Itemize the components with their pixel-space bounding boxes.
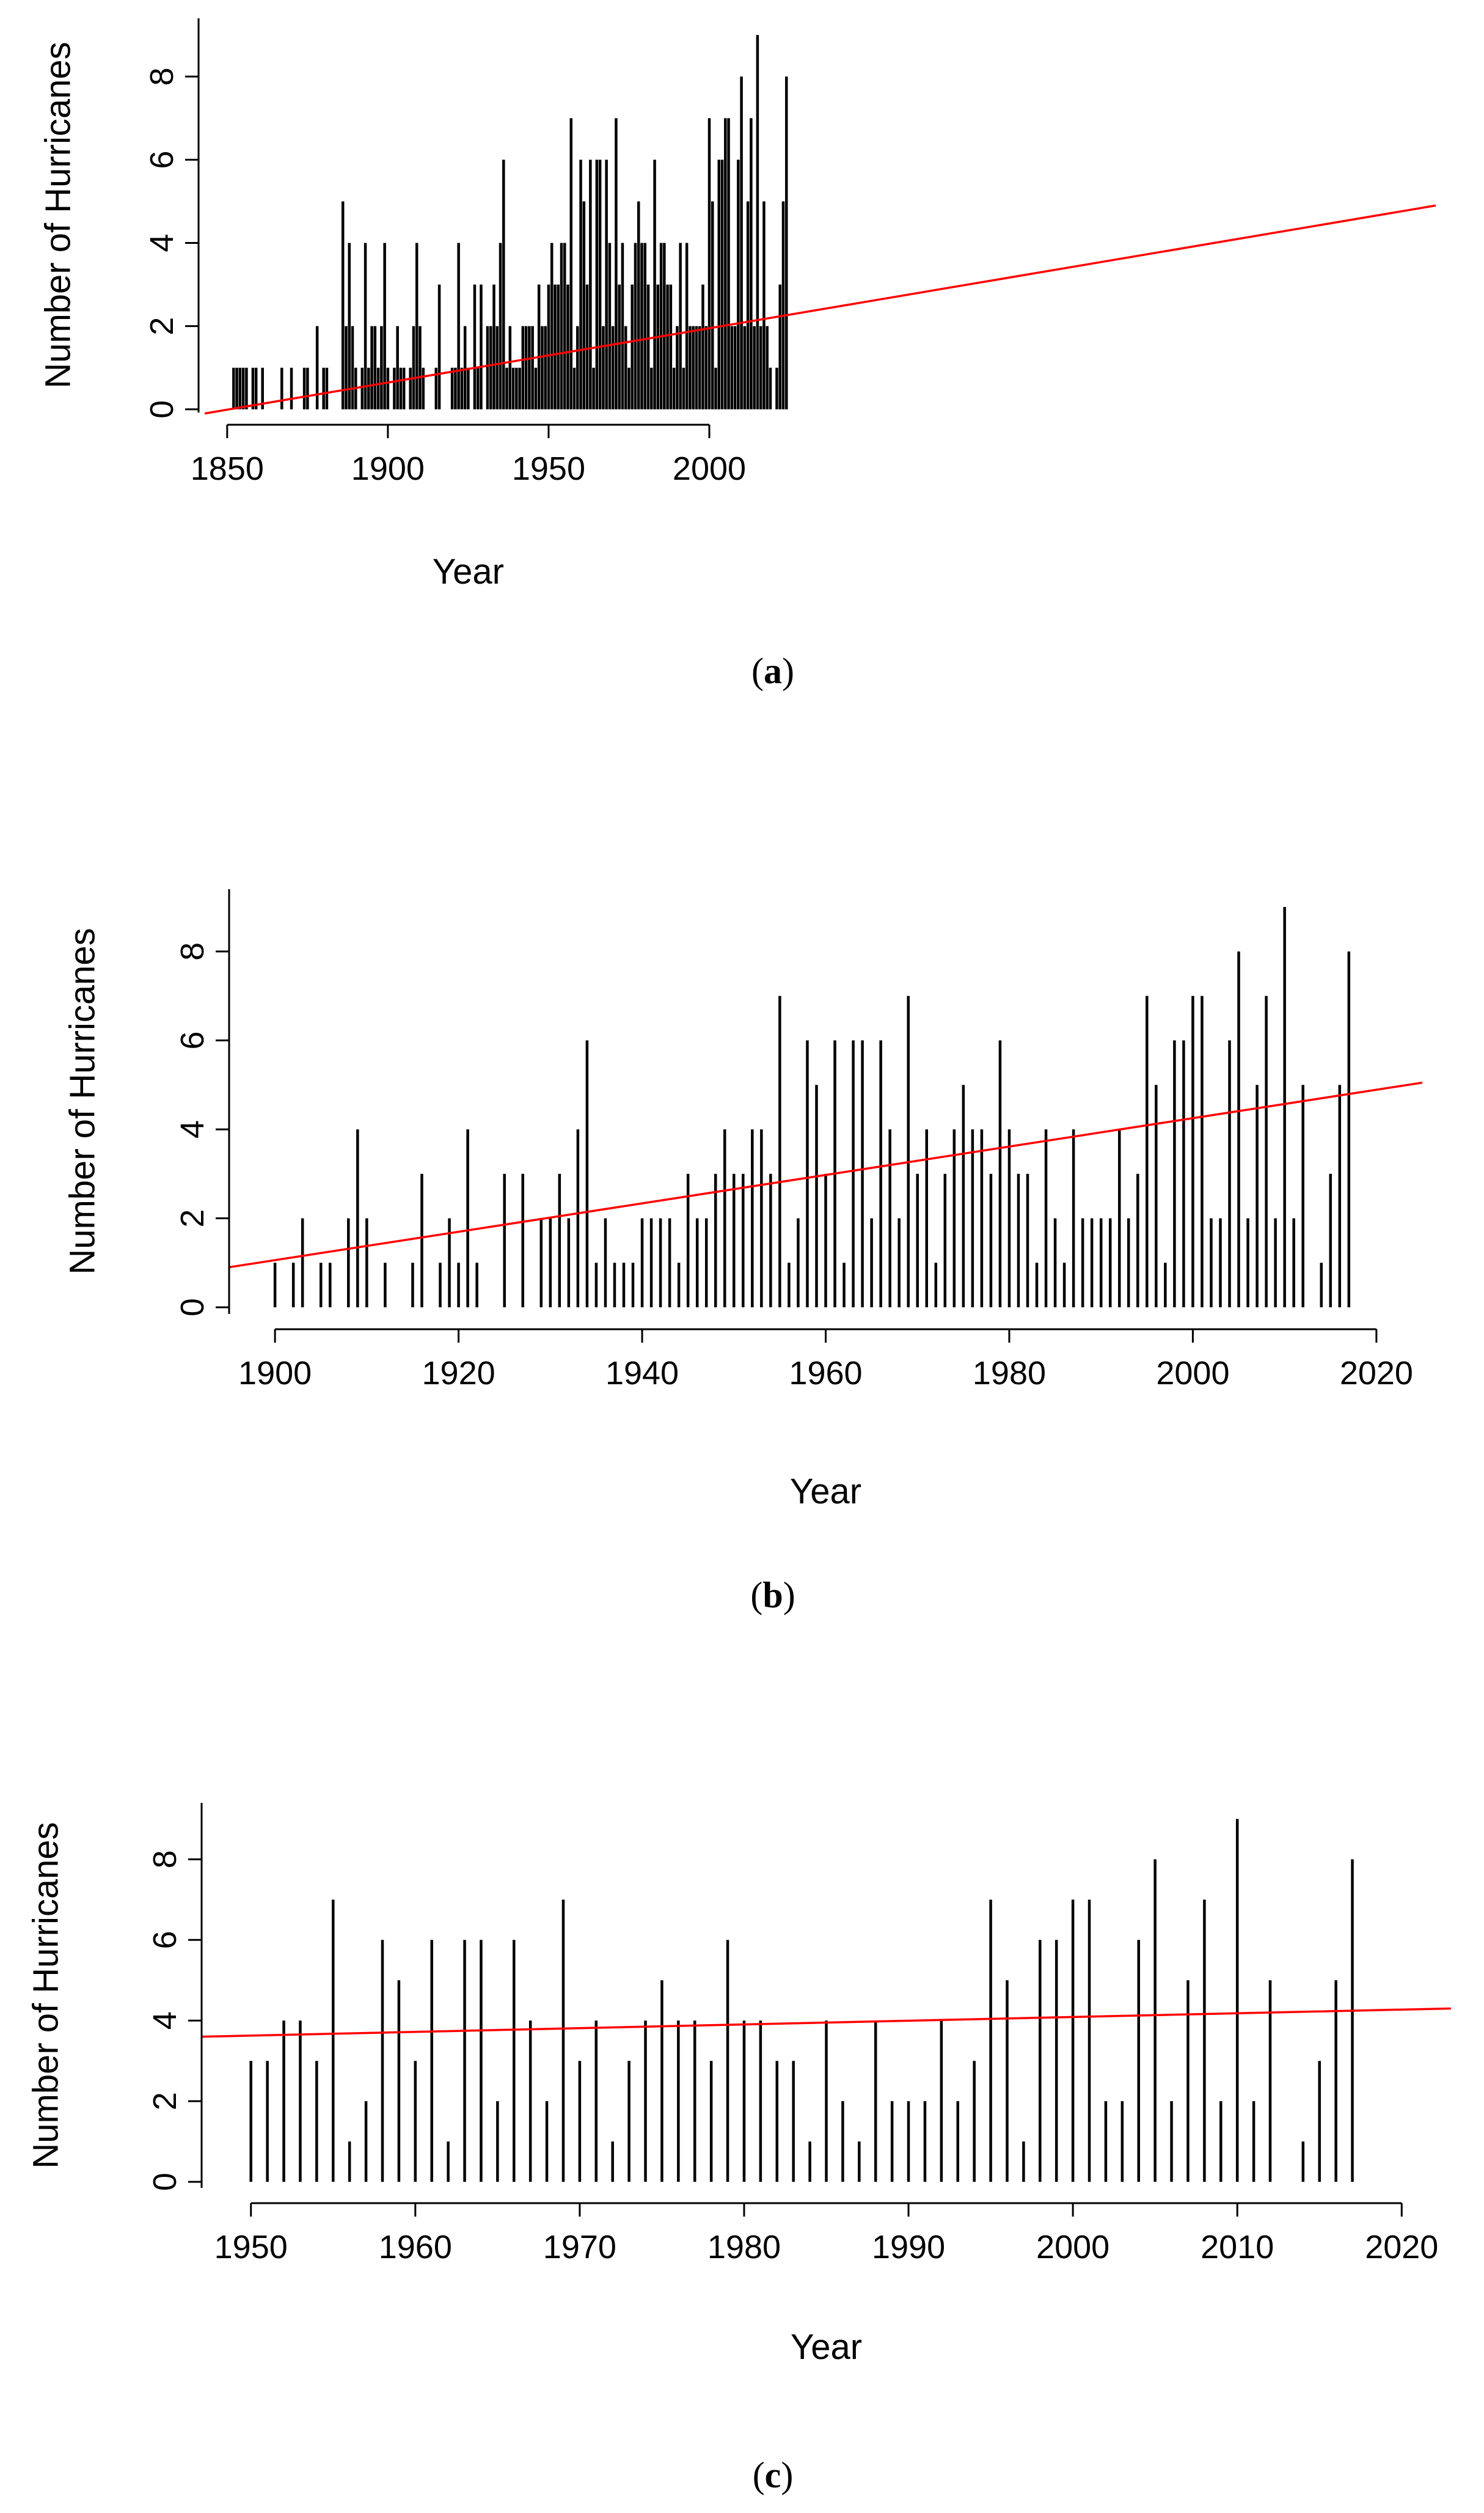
x-tick-label-1900: 1900 xyxy=(351,450,425,487)
panel-b-bars xyxy=(273,907,1351,1308)
x-tick-label-2020: 2020 xyxy=(1340,1355,1413,1392)
y-tick-label-0: 0 xyxy=(174,1298,211,1316)
panel-a-x-ticks: 1850 1900 1950 2000 xyxy=(191,425,746,487)
panel-b-x-ticks: 1900 1920 1940 1960 1980 2000 2020 xyxy=(238,1329,1413,1392)
panel-a-caption: (a) xyxy=(751,651,794,691)
panel-b-caption: (b) xyxy=(750,1575,795,1615)
x-tick-label-1970: 1970 xyxy=(543,2229,616,2265)
y-tick-label-2: 2 xyxy=(147,2092,183,2110)
panel-b-caption-letter: b xyxy=(762,1575,783,1615)
panel-b-y-title: Number of Hurricanes xyxy=(63,928,103,1274)
panel-a-y-ticks: 0 2 4 6 8 xyxy=(144,67,199,419)
panel-c: 0 2 4 6 8 1950 1960 1970 1980 1990 2000 2010 2020 Y… xyxy=(26,1803,1452,2495)
panel-c-trend-line xyxy=(201,2007,1452,2038)
y-tick-label-6: 6 xyxy=(147,1931,183,1949)
panel-b-x-title: Year xyxy=(790,1472,861,1511)
y-tick-label-4: 4 xyxy=(147,2011,183,2030)
y-tick-label-4: 4 xyxy=(174,1120,211,1139)
y-tick-label-0: 0 xyxy=(147,2173,183,2191)
panel-c-x-title: Year xyxy=(791,2327,862,2367)
x-tick-label-1940: 1940 xyxy=(605,1355,679,1392)
x-tick-label-2020: 2020 xyxy=(1365,2229,1438,2265)
panel-c-bars xyxy=(249,1819,1354,2182)
y-tick-label-8: 8 xyxy=(174,942,211,961)
panel-a: 0 2 4 6 8 1850 1900 1950 2000 Year Number of Hu… xyxy=(38,18,1436,691)
x-tick-label-2000: 2000 xyxy=(1156,1355,1229,1392)
panel-a-bars xyxy=(232,35,788,409)
y-tick-label-8: 8 xyxy=(144,67,180,86)
panel-c-y-title: Number of Hurricanes xyxy=(26,1822,66,2168)
panel-b-y-ticks: 0 2 4 6 8 xyxy=(174,942,229,1316)
x-tick-label-1990: 1990 xyxy=(872,2229,945,2265)
panel-c-caption-letter: c xyxy=(765,2455,781,2495)
y-tick-label-6: 6 xyxy=(144,150,180,169)
panel-a-y-title: Number of Hurricanes xyxy=(38,42,78,388)
x-tick-label-1950: 1950 xyxy=(512,450,585,487)
x-tick-label-1980: 1980 xyxy=(707,2229,781,2265)
panel-a-x-title: Year xyxy=(433,552,504,592)
y-tick-label-4: 4 xyxy=(144,234,180,252)
y-tick-label-0: 0 xyxy=(144,400,180,419)
x-tick-label-1900: 1900 xyxy=(238,1355,312,1392)
x-tick-label-1950: 1950 xyxy=(214,2229,288,2265)
x-tick-label-2000: 2000 xyxy=(1036,2229,1109,2265)
y-tick-label-6: 6 xyxy=(174,1031,211,1049)
panel-c-x-ticks: 1950 1960 1970 1980 1990 2000 2010 2020 xyxy=(214,2203,1438,2265)
x-tick-label-2010: 2010 xyxy=(1201,2229,1274,2265)
y-tick-label-8: 8 xyxy=(147,1850,183,1868)
panel-c-caption: (c) xyxy=(753,2455,794,2495)
x-tick-label-2000: 2000 xyxy=(673,450,746,487)
panel-b-trend-line xyxy=(228,1081,1423,1269)
x-tick-label-1960: 1960 xyxy=(379,2229,452,2265)
x-tick-label-1960: 1960 xyxy=(789,1355,862,1392)
y-tick-label-2: 2 xyxy=(174,1209,211,1228)
panel-a-caption-letter: a xyxy=(764,651,782,691)
x-tick-label-1920: 1920 xyxy=(422,1355,495,1392)
panel-c-y-ticks: 0 2 4 6 8 xyxy=(147,1850,202,2191)
x-tick-label-1850: 1850 xyxy=(191,450,264,487)
x-tick-label-1980: 1980 xyxy=(973,1355,1046,1392)
panel-a-trend-line xyxy=(204,204,1436,415)
y-tick-label-2: 2 xyxy=(144,317,180,336)
